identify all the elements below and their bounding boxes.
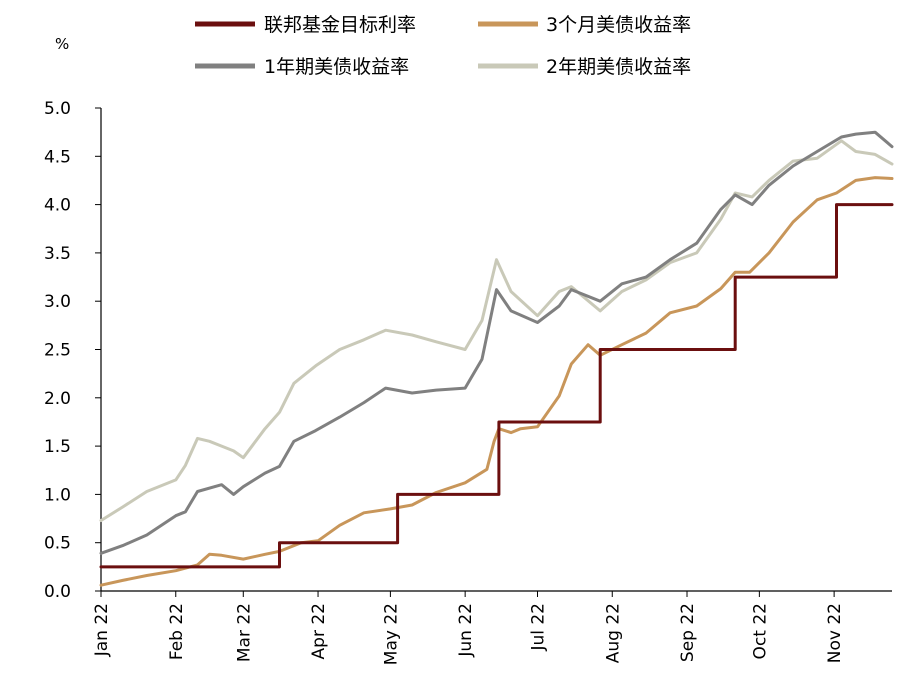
series-line-2y-treasury-yield	[99, 139, 894, 522]
y-unit-label: %	[55, 35, 69, 53]
legend: 联邦基金目标利率 3个月美债收益率 1年期美债收益率 2年期美债收益率	[195, 14, 691, 78]
y-tick-label: 2.5	[44, 341, 71, 361]
x-tick-label: Aug 22	[603, 603, 623, 663]
series-line-3m-treasury-yield	[99, 176, 894, 587]
series-line-fed-funds-rate	[99, 203, 894, 569]
y-tick-label: 0.0	[44, 582, 71, 602]
x-tick-label: Oct 22	[750, 603, 770, 659]
x-tick-label: Sep 22	[678, 603, 698, 662]
x-tick-label: Jun 22	[456, 603, 476, 658]
x-tick-label: Nov 22	[825, 603, 845, 663]
y-tick-label: 2.0	[44, 389, 71, 409]
x-tick-label: Apr 22	[309, 603, 329, 659]
legend-label-2y-treasury-yield: 2年期美债收益率	[546, 56, 691, 78]
legend-label-fed-funds-rate: 联邦基金目标利率	[264, 14, 416, 36]
y-tick-label: 4.5	[44, 147, 71, 167]
y-tick-label: 3.0	[44, 292, 71, 312]
y-tick-label: 1.0	[44, 485, 71, 505]
y-tick-label: 1.5	[44, 437, 71, 457]
x-tick-label: May 22	[381, 603, 401, 665]
y-axis-ticks: 0.0 0.5 1.0 1.5 2.0 2.5 3.0 3.5 4.0 4.5 5.0	[44, 99, 101, 602]
x-tick-label: Jan 22	[92, 603, 112, 657]
series-line-1y-treasury-yield	[99, 130, 894, 555]
x-tick-label: Mar 22	[234, 603, 254, 662]
x-axis-ticks: Jan 22 Feb 22 Mar 22 Apr 22 May 22 Jun 22 Jul …	[92, 591, 845, 665]
legend-label-3m-treasury-yield: 3个月美债收益率	[546, 14, 691, 36]
x-tick-label: Jul 22	[528, 603, 548, 652]
legend-label-1y-treasury-yield: 1年期美债收益率	[264, 56, 409, 78]
plot-area	[99, 130, 894, 587]
y-tick-label: 0.5	[44, 534, 71, 554]
y-tick-label: 4.0	[44, 196, 71, 216]
x-tick-label: Feb 22	[167, 603, 187, 660]
y-tick-label: 5.0	[44, 99, 71, 119]
y-tick-label: 3.5	[44, 244, 71, 264]
